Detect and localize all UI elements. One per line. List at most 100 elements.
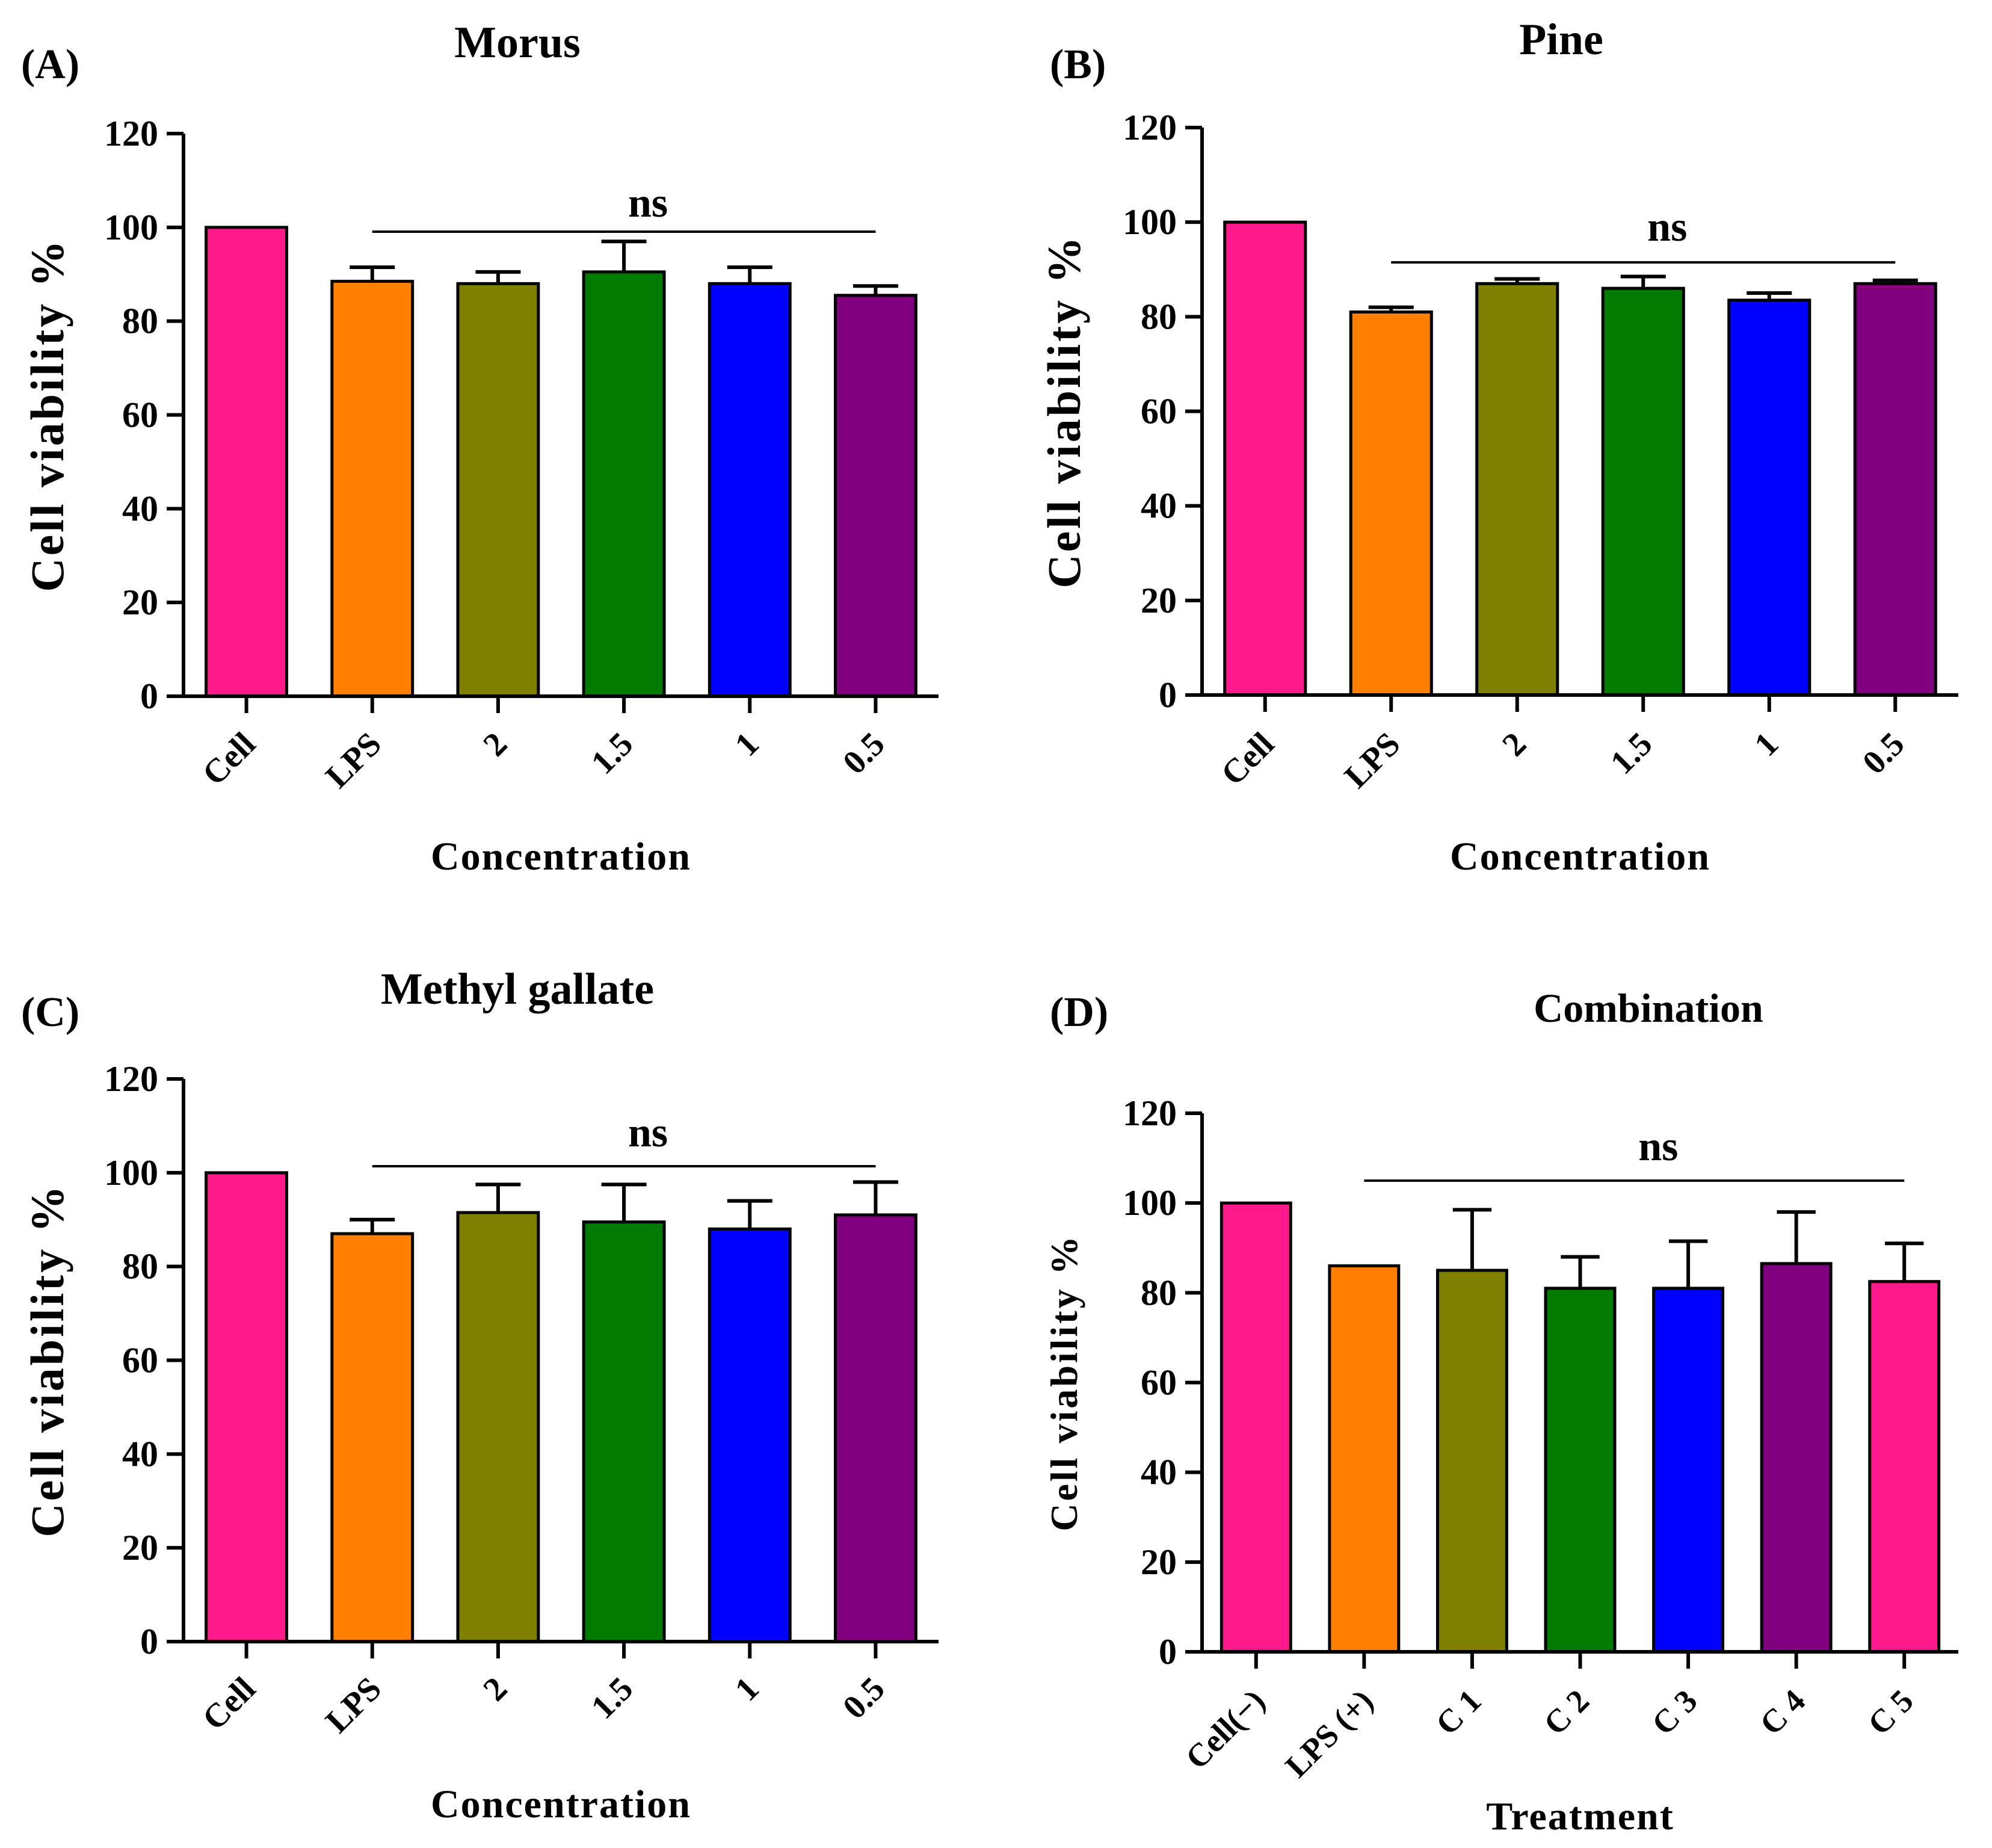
x-tick-label: 0.5: [836, 1670, 892, 1726]
y-axis-label: Cell viability %: [1038, 234, 1090, 588]
chart-title: Pine: [1519, 15, 1603, 64]
x-tick-label: LPS: [1337, 725, 1407, 795]
y-tick-label: 40: [122, 1434, 158, 1474]
y-tick-label: 0: [1159, 675, 1177, 715]
bar: [582, 270, 666, 698]
bar: [1868, 1280, 1941, 1654]
x-tick-label: LPS: [318, 725, 388, 795]
y-tick-label: 20: [1141, 581, 1177, 620]
bar: [1760, 1262, 1833, 1654]
bar: [205, 1171, 289, 1643]
y-axis-label: Cell viability %: [21, 238, 73, 592]
bar: [1601, 286, 1685, 697]
x-tick-label: C 2: [1537, 1683, 1596, 1742]
bar: [833, 294, 917, 698]
y-tick-label: 120: [104, 114, 158, 153]
bar: [456, 282, 540, 698]
x-tick-label: 1: [728, 725, 766, 764]
bar: [330, 279, 415, 698]
y-tick-label: 20: [1141, 1542, 1177, 1582]
significance-label: ns: [1638, 1123, 1678, 1170]
x-tick-label: Cell(−): [1179, 1683, 1272, 1776]
y-tick-label: 100: [104, 1153, 158, 1193]
y-tick-label: 0: [1159, 1632, 1177, 1672]
x-tick-label: LPS (+): [1278, 1683, 1380, 1784]
x-tick-label: C 1: [1429, 1683, 1488, 1742]
x-axis-label: Treatment: [1486, 1794, 1674, 1838]
x-axis-label: Concentration: [431, 1782, 691, 1826]
bar: [1435, 1269, 1508, 1654]
panel-label: (D): [1050, 989, 1108, 1036]
x-tick-label: Cell: [196, 1670, 263, 1737]
y-tick-label: 0: [140, 1622, 158, 1661]
x-axis-label: Concentration: [1450, 835, 1710, 879]
x-tick-label: C 5: [1861, 1683, 1920, 1742]
y-axis-label: Cell viability %: [21, 1183, 73, 1537]
significance-label: ns: [628, 180, 668, 226]
bar: [330, 1232, 415, 1643]
panel-label: (A): [21, 42, 79, 88]
bar: [1328, 1264, 1401, 1654]
x-tick-label: 2: [476, 725, 514, 764]
bar: [1727, 298, 1812, 697]
bar: [205, 226, 289, 698]
y-tick-label: 40: [1141, 486, 1177, 526]
x-tick-label: 1: [728, 1670, 766, 1708]
chart-title: Methyl gallate: [381, 965, 654, 1014]
bar: [1544, 1287, 1617, 1654]
x-tick-label: 0.5: [1855, 725, 1911, 781]
bar: [1652, 1287, 1725, 1654]
bar: [456, 1211, 540, 1643]
y-tick-label: 60: [1141, 1363, 1177, 1403]
y-tick-label: 80: [122, 1247, 158, 1287]
x-tick-label: 1.5: [584, 1670, 640, 1726]
chart-title: Morus: [454, 18, 581, 67]
y-tick-label: 0: [140, 676, 158, 716]
chart-panel-d: (D) Combination Cell viability % 0 20 40 60 80 1…: [1043, 985, 1958, 1838]
bar: [708, 1227, 792, 1643]
y-tick-label: 80: [1141, 1273, 1177, 1312]
bar: [1223, 220, 1307, 697]
y-tick-label: 40: [1141, 1453, 1177, 1492]
chart-panel-b: (B) Pine Cell viability % 0 20 40 60 80 100 120 Ce…: [1038, 15, 1958, 879]
bar: [1349, 310, 1433, 697]
significance-label: ns: [628, 1110, 668, 1156]
y-tick-label: 100: [1123, 202, 1177, 242]
bar: [1220, 1201, 1292, 1654]
chart-title: Combination: [1534, 985, 1763, 1031]
x-tick-label: Cell: [196, 725, 263, 793]
panel-label: (B): [1050, 42, 1106, 88]
bar: [1853, 282, 1937, 697]
x-tick-label: LPS: [318, 1670, 388, 1740]
bar: [708, 282, 792, 698]
y-tick-label: 60: [122, 1341, 158, 1380]
y-tick-label: 120: [1123, 1093, 1177, 1133]
x-tick-label: 0.5: [836, 725, 892, 781]
y-tick-label: 40: [122, 489, 158, 528]
x-tick-label: Cell: [1214, 725, 1281, 793]
y-tick-label: 80: [1141, 297, 1177, 336]
y-tick-label: 60: [122, 395, 158, 435]
x-tick-label: 1.5: [1603, 725, 1659, 781]
y-tick-label: 60: [1141, 392, 1177, 431]
y-tick-label: 20: [122, 1528, 158, 1568]
bar: [582, 1220, 666, 1643]
chart-panel-a: (A) Morus Cell viability % 0 20 40 60 80 100 120 C…: [21, 18, 939, 879]
y-tick-label: 80: [122, 301, 158, 341]
x-tick-label: 2: [476, 1670, 514, 1708]
y-tick-label: 100: [104, 208, 158, 247]
y-tick-label: 120: [104, 1059, 158, 1099]
chart-panel-c: (C) Methyl gallate Cell viability % 0 20 40 60…: [21, 965, 939, 1826]
significance-label: ns: [1647, 204, 1687, 250]
bar: [833, 1213, 917, 1643]
panel-label: (C): [21, 989, 79, 1036]
x-tick-label: C 3: [1645, 1683, 1704, 1742]
x-axis-label: Concentration: [431, 835, 691, 879]
x-tick-label: 1.5: [584, 725, 640, 781]
x-tick-label: C 4: [1753, 1683, 1812, 1742]
y-tick-label: 120: [1123, 108, 1177, 147]
y-tick-label: 100: [1123, 1183, 1177, 1223]
y-axis-label: Cell viability %: [1043, 1234, 1085, 1531]
x-tick-label: 1: [1747, 725, 1786, 764]
